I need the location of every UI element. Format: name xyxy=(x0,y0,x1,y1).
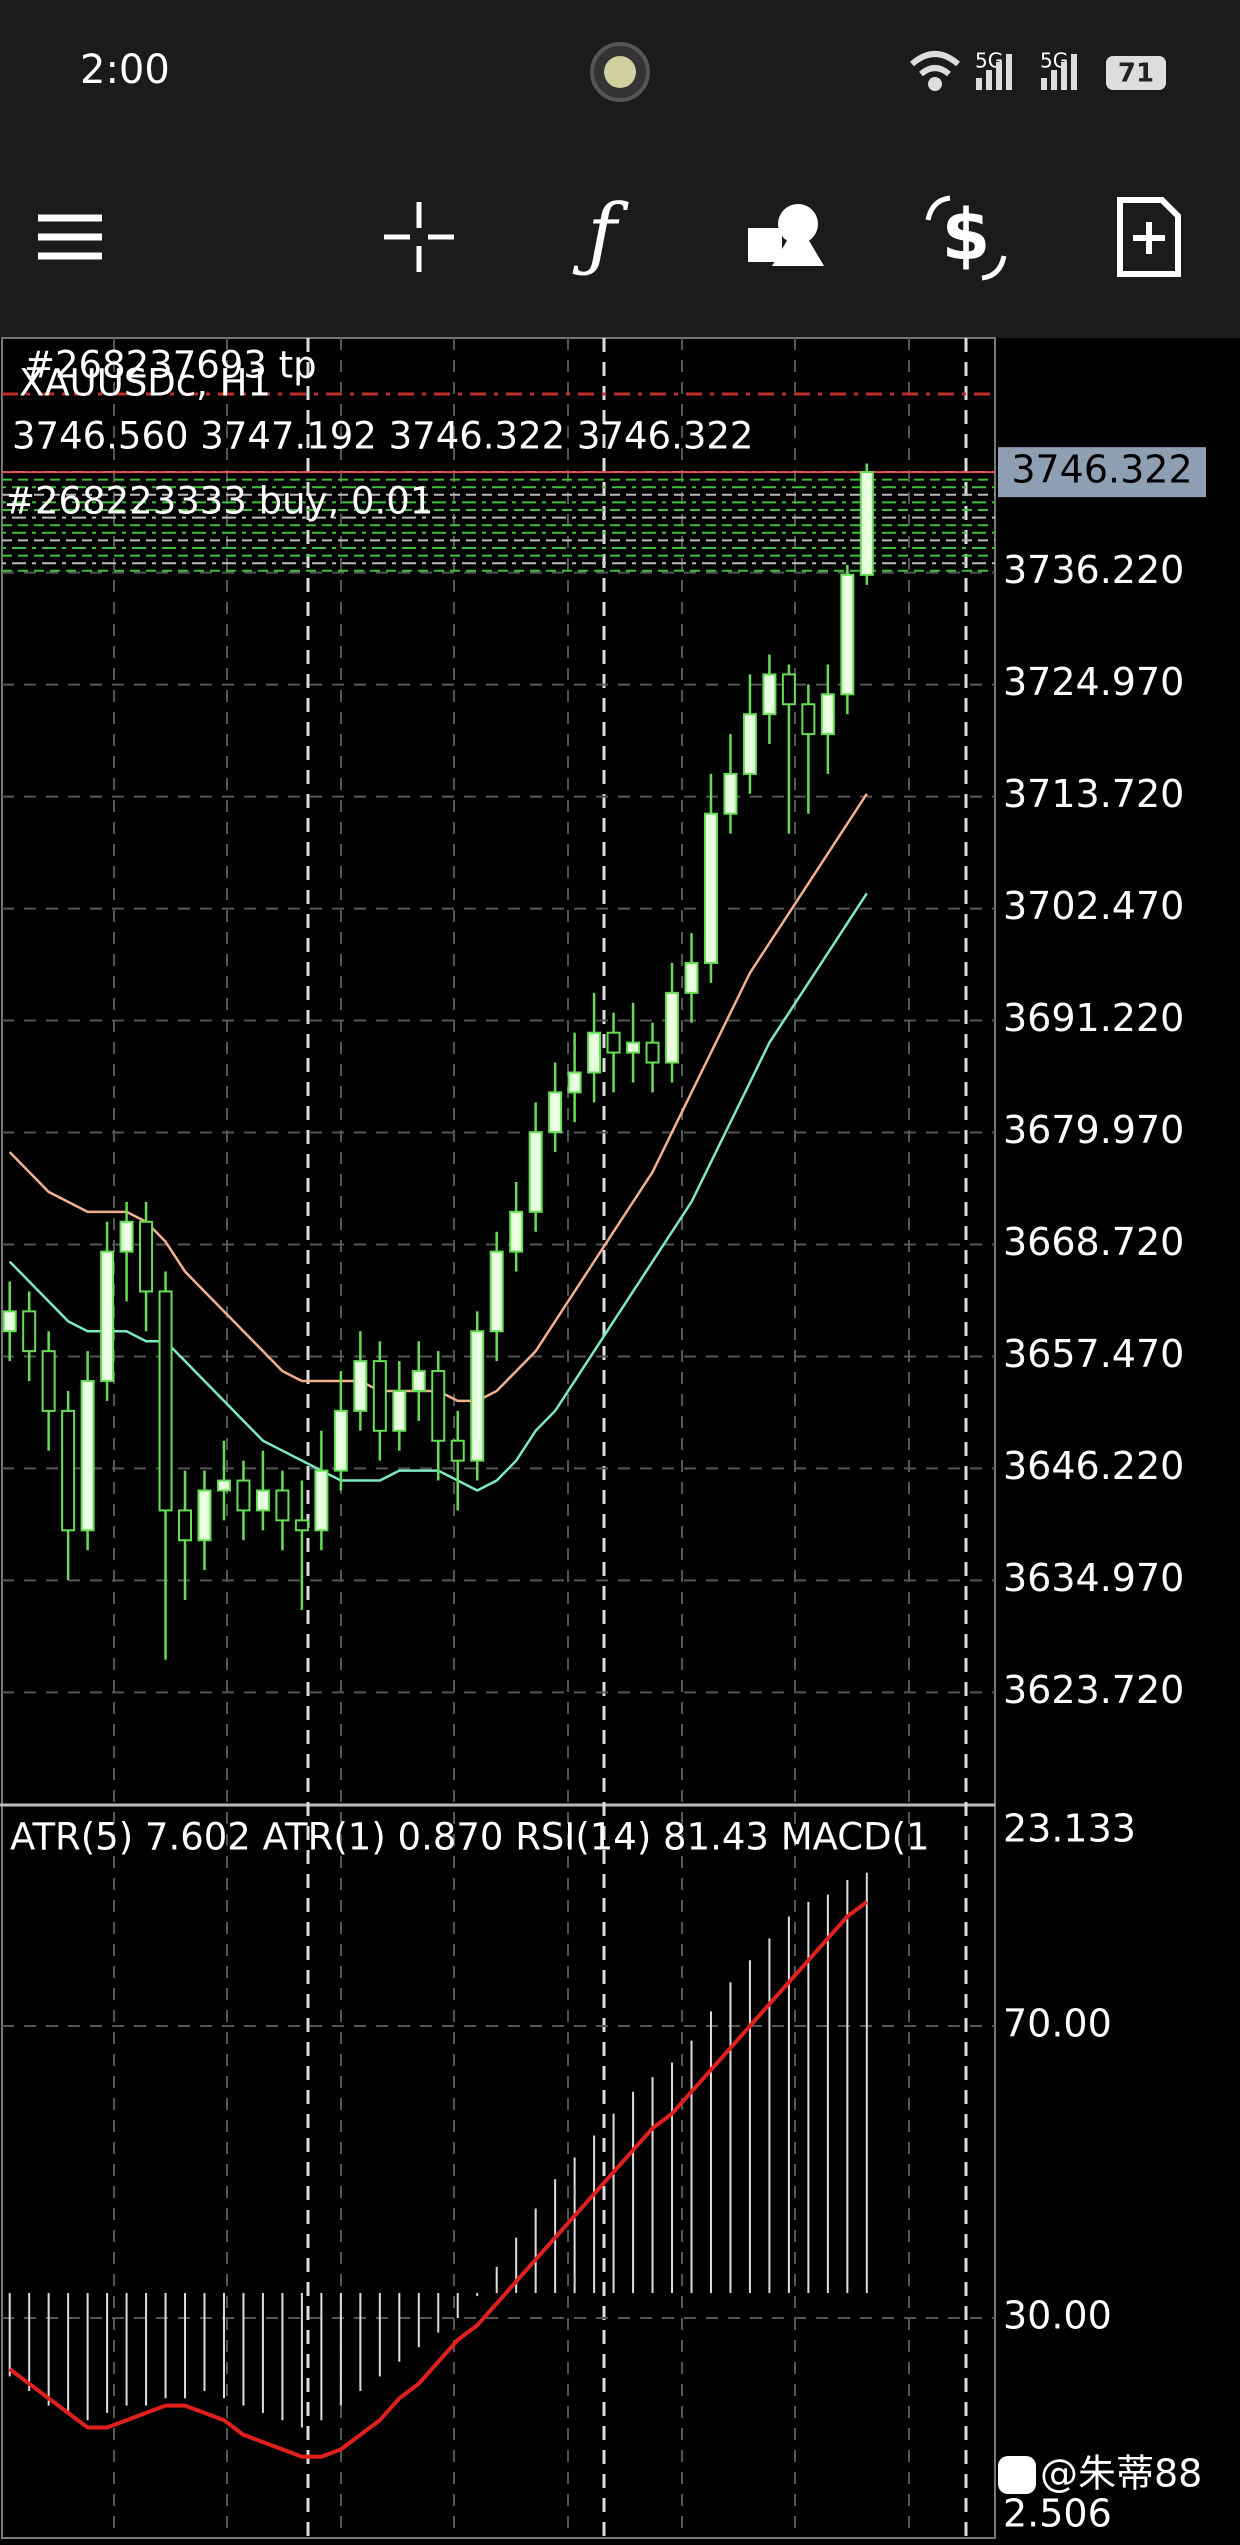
y-tick-label: 3724.970 xyxy=(1003,660,1184,704)
candle-body xyxy=(665,991,680,1064)
signal-icon xyxy=(1041,54,1077,90)
candle-body xyxy=(548,1091,563,1134)
signal-icon xyxy=(976,54,1012,90)
candle-body xyxy=(236,1479,251,1512)
menu-button[interactable] xyxy=(38,214,102,260)
candle-body xyxy=(41,1350,56,1412)
crosshair-button[interactable] xyxy=(384,202,454,272)
trade-button[interactable]: $ xyxy=(925,194,1007,281)
candle-body xyxy=(333,1409,348,1472)
candle-body xyxy=(2,1310,17,1333)
candle-body xyxy=(353,1360,368,1412)
y-tick-label: 70.00 xyxy=(1003,2002,1112,2046)
battery-level: 71 xyxy=(1118,59,1154,89)
candle-body xyxy=(22,1310,37,1353)
candle-body xyxy=(197,1489,212,1542)
candle-body xyxy=(489,1250,504,1333)
labels: 3736.220 3724.970 3713.720 3702.470 3691.220… xyxy=(4,344,1206,2536)
new-order-button[interactable] xyxy=(1117,197,1181,277)
candle-body xyxy=(840,573,855,696)
grid xyxy=(2,338,995,2538)
watermark: @朱蒂88 xyxy=(1040,2452,1202,2496)
wifi-icon xyxy=(910,51,960,91)
y-tick-label: 3623.720 xyxy=(1003,1668,1184,1712)
ohlc-label: 3746.560 3747.192 3746.322 3746.322 xyxy=(12,415,753,458)
candle-body xyxy=(275,1489,290,1522)
y-tick-label: 3634.970 xyxy=(1003,1556,1184,1600)
candle-body xyxy=(294,1519,309,1532)
current-price-label: 3746.322 xyxy=(1011,448,1192,492)
status-time: 2:00 xyxy=(80,47,170,93)
candle-body xyxy=(742,713,757,775)
indicator-legend: ATR(5) 7.602 ATR(1) 0.870 RSI(14) 81.43 … xyxy=(10,1816,930,1859)
price-label-box xyxy=(998,447,1206,498)
scale-label: 2.506 xyxy=(1003,2492,1112,2536)
candle-body xyxy=(100,1250,115,1383)
candle-body xyxy=(158,1290,173,1512)
candle-body xyxy=(801,703,816,736)
candle-body xyxy=(431,1370,446,1442)
svg-text:$: $ xyxy=(942,194,991,276)
candle-body xyxy=(411,1370,426,1392)
symbol-label: XAUUSDc, H1 xyxy=(19,362,271,405)
flashlight-icon xyxy=(590,42,650,102)
candle-body xyxy=(626,1041,641,1054)
battery-icon xyxy=(1106,56,1166,90)
y-tick-label: 3657.470 xyxy=(1003,1332,1184,1376)
candle-body xyxy=(450,1439,465,1462)
candle-body xyxy=(119,1220,134,1253)
y-tick-label: 3668.720 xyxy=(1003,1220,1184,1264)
candle-body xyxy=(567,1071,582,1094)
candle-body xyxy=(762,673,777,716)
candle-body xyxy=(528,1131,543,1213)
plot xyxy=(2,463,874,2459)
candle-body xyxy=(314,1469,329,1532)
facebook-icon xyxy=(998,2456,1036,2494)
order-tp-label: #268237693 tp xyxy=(24,344,317,387)
signal-line xyxy=(8,1900,869,2459)
candle-body xyxy=(372,1360,387,1432)
y-tick-label: 3736.220 xyxy=(1003,548,1184,592)
chart-frame xyxy=(1,337,996,2539)
candle-body xyxy=(80,1380,95,1532)
y-tick-label: 3679.970 xyxy=(1003,1108,1184,1152)
moving-average xyxy=(8,793,868,1403)
candle-body xyxy=(392,1389,407,1432)
candle-body xyxy=(139,1220,154,1293)
candle-body xyxy=(645,1041,660,1064)
candle-body xyxy=(684,962,699,994)
y-tick-label: 3691.220 xyxy=(1003,996,1184,1040)
y-tick-label: 3702.470 xyxy=(1003,884,1184,928)
objects-button[interactable] xyxy=(748,204,824,266)
candle-body xyxy=(470,1330,485,1462)
candle-body xyxy=(859,471,874,576)
candle-body xyxy=(703,812,718,965)
scale-label: 23.133 xyxy=(1003,1807,1136,1851)
candle-body xyxy=(781,673,796,706)
candle-body xyxy=(61,1409,76,1532)
y-tick-label: 30.00 xyxy=(1003,2294,1112,2338)
candle-body xyxy=(178,1509,193,1542)
y-tick-label: 3646.220 xyxy=(1003,1444,1184,1488)
candle-body xyxy=(255,1489,270,1512)
y-tick-label: 3713.720 xyxy=(1003,772,1184,816)
order-buy-label: #268223333 buy, 0.01 xyxy=(4,480,433,523)
candle-body xyxy=(509,1210,524,1253)
candle-body xyxy=(587,1031,602,1074)
candle-body xyxy=(723,772,738,815)
candle-body xyxy=(606,1031,621,1054)
candle-body xyxy=(820,693,835,736)
candle-body xyxy=(216,1479,231,1492)
